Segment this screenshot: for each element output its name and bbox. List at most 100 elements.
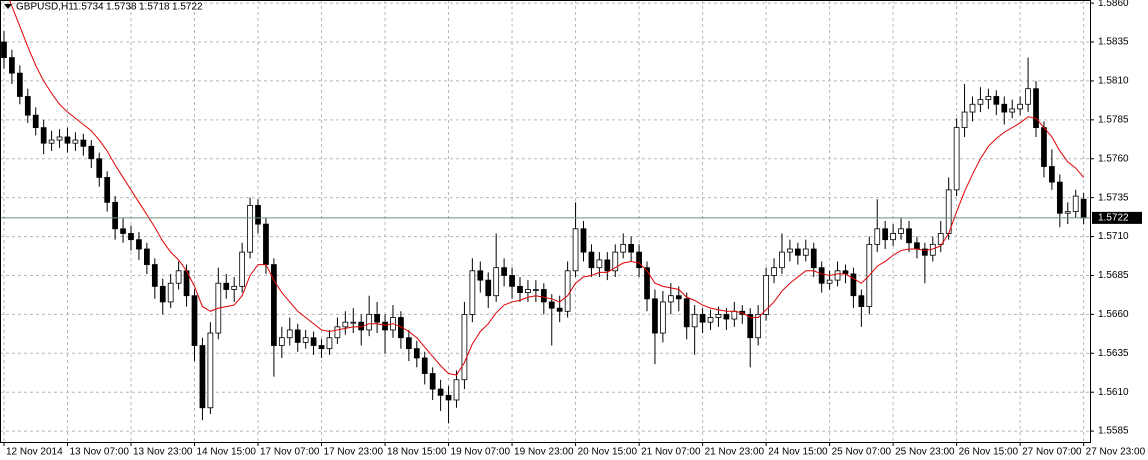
candle-body	[691, 313, 698, 328]
candle-body	[1025, 88, 1031, 105]
candle-body	[667, 295, 674, 303]
candle-body	[802, 248, 809, 256]
candle-body	[469, 270, 476, 315]
candle-body	[969, 103, 976, 113]
candle-body	[32, 114, 39, 129]
x-tick-label: 12 Nov 2014	[6, 447, 63, 458]
candle-body	[636, 251, 642, 269]
menu-arrow	[4, 4, 12, 9]
candle-body	[501, 267, 507, 276]
candle-body	[1001, 103, 1008, 113]
candle-body	[382, 321, 388, 331]
price-label: 1.5722	[1098, 213, 1129, 224]
candle-body	[318, 345, 325, 350]
candle-body	[485, 279, 492, 297]
candle-body	[509, 275, 515, 287]
candle-body	[16, 72, 23, 97]
candle-body	[755, 313, 762, 339]
header-low: 1.5718	[139, 2, 170, 13]
candle-body	[699, 313, 706, 323]
candle-body	[175, 270, 182, 284]
candle-body	[120, 228, 126, 234]
grid	[0, 0, 1090, 442]
candle-body	[405, 337, 412, 350]
candle-body	[421, 357, 428, 374]
candle-body	[374, 313, 380, 323]
candle-body	[199, 345, 206, 409]
x-tick-label: 25 Nov 07:00	[832, 447, 892, 458]
y-tick-label: 1.5635	[1098, 348, 1129, 359]
candle-body	[1056, 181, 1063, 214]
y-tick-label: 1.5785	[1098, 114, 1129, 125]
x-tick-label: 25 Nov 23:00	[895, 447, 955, 458]
chart-title: GBPUSD,H1	[16, 2, 74, 13]
candle-body	[24, 96, 31, 116]
candle-body	[898, 228, 904, 234]
candle-body	[9, 57, 15, 74]
candle-body	[525, 289, 531, 293]
candle-body	[80, 139, 87, 147]
candle-body	[945, 189, 952, 234]
candle-body	[144, 248, 150, 265]
x-tick-label: 13 Nov 07:00	[69, 447, 129, 458]
candle-body	[604, 259, 611, 272]
x-tick-label: 21 Nov 23:00	[705, 447, 765, 458]
candle-body	[413, 348, 420, 359]
candle-body	[302, 337, 309, 343]
candle-body	[652, 298, 658, 334]
candle-body	[429, 373, 436, 390]
candle-body	[255, 205, 261, 225]
candle-body	[247, 205, 253, 253]
x-tick-label: 13 Nov 23:00	[133, 447, 193, 458]
y-tick-label: 1.5810	[1098, 76, 1129, 87]
candle-body	[294, 329, 301, 343]
candle-body	[882, 228, 889, 241]
candle-body	[104, 177, 111, 203]
candle-body	[1041, 127, 1047, 167]
candle-body	[517, 285, 523, 293]
candle-body	[72, 139, 79, 144]
candle-body	[342, 321, 349, 328]
candle-body	[286, 329, 293, 339]
candle-body	[437, 388, 444, 396]
candle-body	[906, 228, 912, 244]
candle-body	[620, 243, 627, 253]
y-tick-label: 1.5860	[1098, 0, 1129, 9]
x-tick-label: 26 Nov 15:00	[959, 447, 1019, 458]
y-tick-label: 1.5735	[1098, 192, 1129, 203]
x-tick-label: 19 Nov 07:00	[451, 447, 511, 458]
candle-body	[326, 337, 333, 350]
candle-body	[787, 248, 793, 253]
candle-body	[96, 158, 103, 178]
candle-body	[715, 313, 722, 318]
candle-body	[366, 313, 373, 331]
candle-body	[477, 270, 484, 281]
candle-body	[1072, 195, 1079, 213]
x-tick-label: 18 Nov 15:00	[387, 447, 447, 458]
candle-body	[540, 289, 547, 303]
candle-body	[564, 270, 571, 312]
candle-body	[151, 264, 158, 287]
candle-body	[644, 267, 650, 300]
candle-body	[1080, 198, 1087, 219]
candle-body	[779, 251, 785, 269]
candle-body	[334, 326, 341, 339]
plot	[0, 0, 1090, 424]
candle-body	[112, 201, 118, 230]
candle-body	[271, 264, 277, 346]
moving-average	[8, 0, 1085, 376]
candle-body	[231, 285, 238, 290]
x-tick-label: 27 Nov 23:00	[1086, 447, 1146, 458]
candle-body	[128, 233, 134, 241]
candle-body	[612, 251, 619, 272]
x-tick-label: 14 Nov 15:00	[197, 447, 257, 458]
candle-body	[572, 228, 579, 272]
candle-body	[64, 136, 71, 144]
candle-body	[596, 259, 603, 269]
y-tick-label: 1.5685	[1098, 270, 1129, 281]
y-tick-label: 1.5835	[1098, 37, 1129, 48]
candle-body	[310, 337, 317, 346]
plot-frame	[0, 0, 1091, 443]
candle-body	[834, 270, 841, 281]
